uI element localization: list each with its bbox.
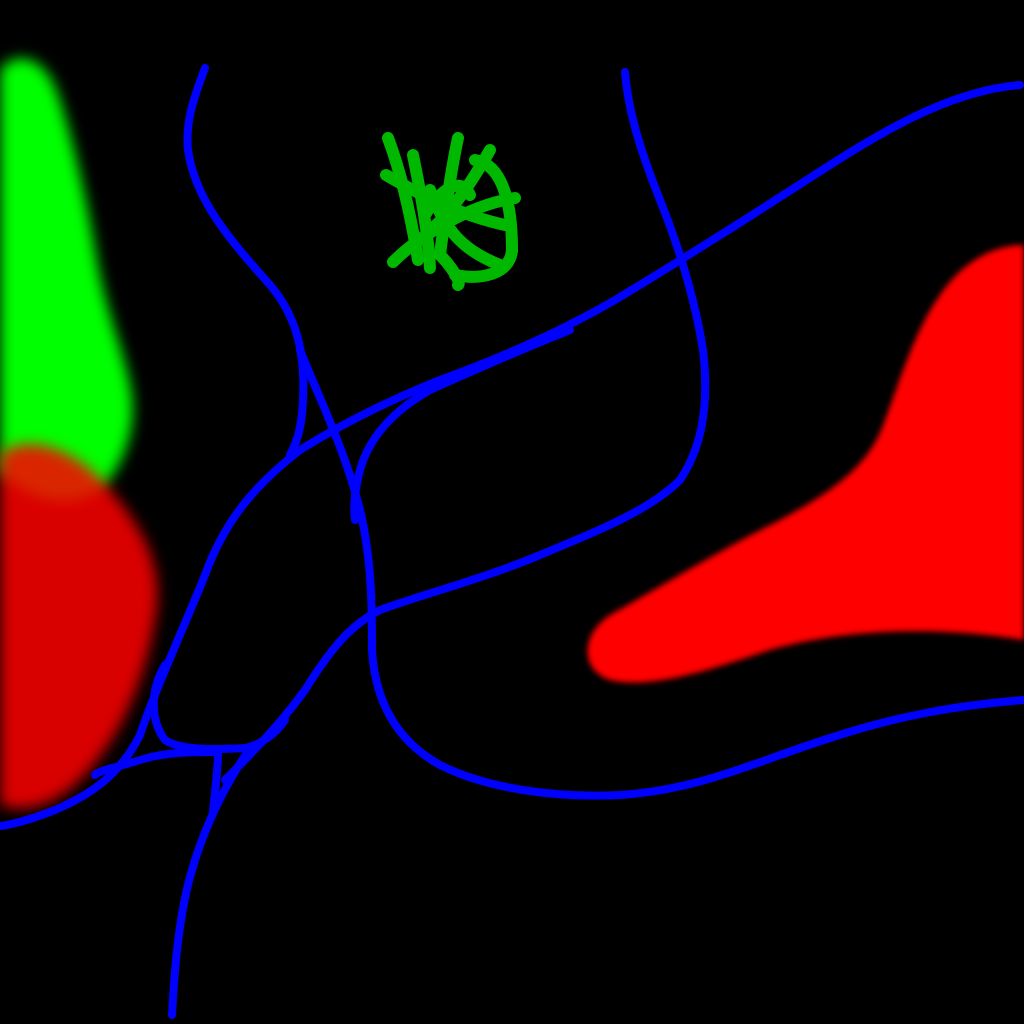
blue-line-main-diagonal: [0, 81, 1024, 830]
blue-line-top-center: [221, 68, 710, 784]
blue-line-south-branch: [168, 744, 254, 1019]
blue-line-top-left: [183, 64, 308, 459]
blue-line-small-link: [209, 748, 222, 816]
blue-line-west-connector: [91, 748, 219, 779]
green-region-left: [0, 58, 133, 501]
blue-line-inner-curve: [350, 326, 574, 524]
blue-line-cross-middle: [296, 346, 1024, 800]
blue-line-lower-loop: [149, 661, 289, 754]
blue-line-network: [0, 64, 1024, 1019]
red-region-left: [0, 443, 158, 809]
red-region-right: [587, 245, 1024, 683]
green-scribble: [380, 132, 521, 291]
